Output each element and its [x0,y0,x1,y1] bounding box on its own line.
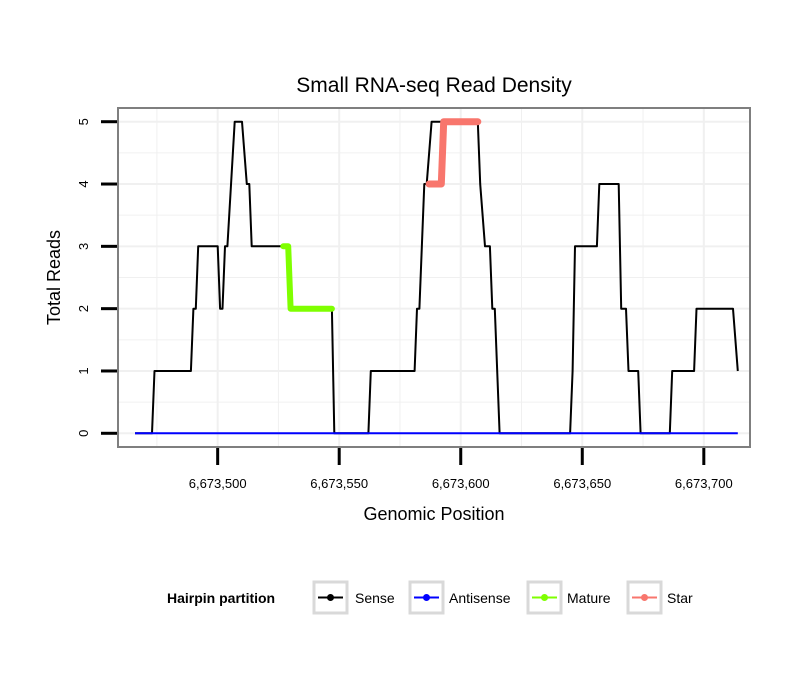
legend-label-mature: Mature [567,590,611,606]
chart-title: Small RNA-seq Read Density [296,74,572,97]
x-tick-label: 6,673,700 [675,476,733,491]
y-tick-label: 0 [76,430,91,437]
x-tick-label: 6,673,650 [553,476,611,491]
legend-label-sense: Sense [355,590,395,606]
axes: 6,673,500 6,673,550 6,673,600 6,673,650 6,67… [76,118,733,491]
series-line-sense [135,120,739,435]
x-tick-label: 6,673,550 [310,476,368,491]
x-axis-title: Genomic Position [363,504,504,524]
series-layer [135,118,739,435]
series-line-mature [280,243,335,312]
legend-key-marker-mature [541,594,548,601]
legend-key-marker-sense [327,594,334,601]
plot-panel-border [117,107,751,448]
legend-key-marker-antisense [423,594,430,601]
y-tick-label: 3 [76,243,91,250]
legend-title: Hairpin partition [167,590,275,606]
x-tick-label: 6,673,500 [189,476,247,491]
y-tick-label: 4 [76,180,91,187]
legend: Hairpin partition Sense Antisense Mature St… [167,580,693,615]
series-line-star [425,118,482,188]
y-axis-title: Total Reads [44,230,64,325]
gridlines [118,108,750,447]
y-tick-label: 1 [76,367,91,374]
y-tick-label: 5 [76,118,91,125]
legend-label-antisense: Antisense [449,590,511,606]
x-tick-label: 6,673,600 [432,476,490,491]
y-tick-label: 2 [76,305,91,312]
legend-label-star: Star [667,590,693,606]
legend-key-marker-star [641,594,648,601]
